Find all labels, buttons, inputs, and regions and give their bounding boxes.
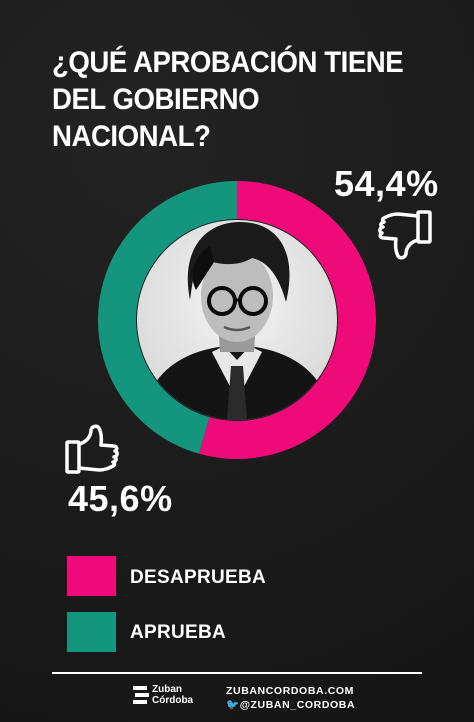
website-link[interactable]: ZUBANCORDOBA.COM: [226, 685, 355, 697]
brand-name: Zuban Córdoba: [152, 684, 193, 706]
legend-swatch-approve: [67, 612, 116, 652]
thumbs-down-icon: [378, 210, 432, 260]
brand-line-2: Córdoba: [152, 695, 194, 706]
portrait-photo: [137, 220, 337, 420]
disapprove-percentage: 54,4%: [334, 163, 439, 204]
chart-title: ¿QUÉ APROBACIÓN TIENE DEL GOBIERNO NACIO…: [52, 44, 420, 155]
footer-divider: [52, 672, 422, 674]
title-line-1: ¿QUÉ APROBACIÓN TIENE: [52, 46, 404, 79]
zuban-cordoba-logo-icon: [133, 686, 149, 704]
title-line-2: DEL GOBIERNO NACIONAL?: [52, 83, 260, 153]
twitter-icon: 🐦: [226, 699, 240, 711]
legend-label-disapprove: DESAPRUEBA: [130, 567, 267, 588]
brand-line-1: Zuban: [152, 684, 182, 695]
donut-slice-aprueba: [98, 181, 237, 454]
approve-percentage: 45,6%: [68, 478, 173, 519]
twitter-handle-text: @ZUBAN_CORDOBA: [239, 699, 356, 711]
legend-label-approve: APRUEBA: [130, 622, 227, 643]
twitter-handle[interactable]: 🐦@ZUBAN_CORDOBA: [226, 698, 355, 711]
thumbs-up-icon: [65, 424, 119, 474]
donut-slice-desaprueba: [199, 181, 377, 460]
legend-swatch-disapprove: [67, 556, 116, 596]
